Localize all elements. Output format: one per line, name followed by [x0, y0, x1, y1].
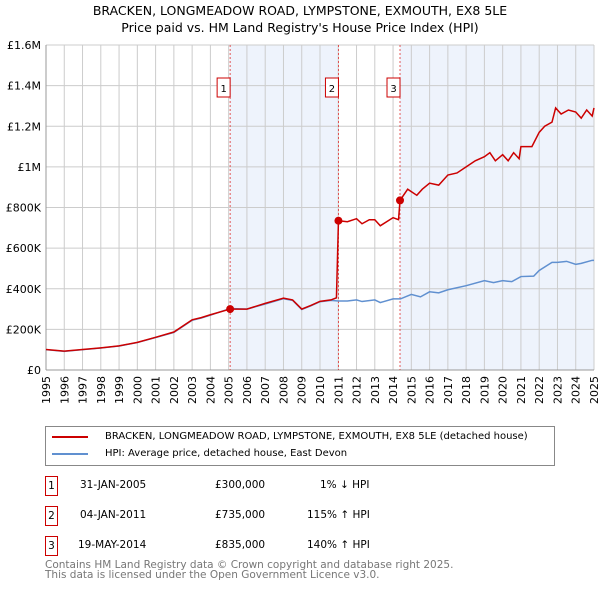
x-tick-label: 2009: [296, 376, 309, 404]
y-tick-label: £1.2M: [7, 120, 41, 133]
sale-date: 31-JAN-2005: [80, 479, 147, 491]
legend-hpi-swatch: [52, 452, 88, 455]
sale-marker-num: 1: [45, 476, 58, 496]
legend: BRACKEN, LONGMEADOW ROAD, LYMPSTONE, EXM…: [45, 426, 555, 466]
x-tick-label: 2025: [588, 376, 600, 404]
footer-licence: This data is licensed under the Open Gov…: [45, 569, 380, 581]
x-tick-label: 2005: [223, 376, 236, 404]
x-tick-label: 2017: [442, 376, 455, 404]
property-price-line: [45, 106, 595, 352]
x-tick-label: 2024: [570, 376, 583, 404]
sale-label: 3: [390, 84, 396, 95]
sale-row-2: 2 04-JAN-2011 £735,000 115% ↑ HPI: [45, 506, 445, 526]
sale-hpi: 1% ↓ HPI: [320, 479, 370, 491]
x-tick-label: 2008: [277, 376, 290, 404]
y-tick-label: £1.6M: [7, 39, 41, 52]
x-tick-label: 1996: [58, 376, 71, 404]
y-tick-label: £800K: [6, 202, 42, 215]
sale-label: 2: [329, 84, 335, 95]
sale-row-1: 1 31-JAN-2005 £300,000 1% ↓ HPI: [45, 476, 445, 496]
x-tick-label: 2012: [351, 376, 364, 404]
x-tick-label: 2000: [131, 376, 144, 404]
x-tick-label: 1999: [113, 376, 126, 404]
x-tick-label: 2011: [332, 376, 345, 404]
x-tick-label: 2019: [478, 376, 491, 404]
x-tick-label: 2022: [533, 376, 546, 404]
sale-date: 19-MAY-2014: [78, 539, 147, 551]
chart-subtitle: Price paid vs. HM Land Registry's House …: [121, 20, 479, 35]
sale-label-box: [216, 77, 231, 98]
y-tick-label: £200K: [6, 323, 42, 336]
chart-title: BRACKEN, LONGMEADOW ROAD, LYMPSTONE, EXM…: [92, 3, 508, 18]
footer-copyright: Contains HM Land Registry data © Crown c…: [45, 559, 454, 571]
sale-row-3: 3 19-MAY-2014 £835,000 140% ↑ HPI: [45, 536, 445, 556]
sale-point: [396, 196, 405, 205]
sale-price: £300,000: [215, 479, 266, 491]
footer: Contains HM Land Registry data © Crown c…: [45, 559, 454, 581]
x-tick-label: 2020: [497, 376, 510, 404]
plot-area: 1995 1996 1997 1998 1999 2000 2001 2002 2003 2004…: [6, 39, 600, 404]
sale-label-box: [324, 77, 339, 98]
x-tick-label: 2021: [515, 376, 528, 404]
x-tick-label: 1995: [40, 376, 53, 404]
x-tick-label: 1997: [77, 376, 90, 404]
x-tick-label: 2006: [241, 376, 254, 404]
x-tick-label: 2007: [259, 376, 272, 404]
x-tick-label: 2013: [369, 376, 382, 404]
y-tick-label: £1.4M: [7, 80, 41, 93]
x-tick-label: 2003: [186, 376, 199, 404]
sale-label-box: [386, 77, 401, 98]
y-tick-label: £0: [27, 364, 41, 377]
x-tick-label: 2023: [551, 376, 564, 404]
legend-property-swatch: [52, 435, 88, 438]
sale-hpi: 140% ↑ HPI: [307, 539, 370, 551]
sale-price: £735,000: [215, 509, 266, 521]
sale-label: 1: [220, 84, 226, 95]
sale-point: [334, 216, 343, 225]
sale-price: £835,000: [215, 539, 266, 551]
y-tick-label: £1M: [18, 161, 42, 174]
y-tick-label: £600K: [6, 242, 42, 255]
sale-marker-num: 2: [45, 506, 58, 526]
x-tick-label: 2015: [405, 376, 418, 404]
legend-hpi-label: HPI: Average price, detached house, East…: [105, 448, 348, 459]
x-tick-label: 2004: [204, 376, 217, 404]
x-tick-label: 1998: [95, 376, 108, 404]
y-tick-label: £400K: [6, 283, 42, 296]
sale-marker-num: 3: [45, 536, 58, 556]
sale-point: [226, 305, 235, 314]
x-tick-label: 2001: [150, 376, 163, 404]
sale-date: 04-JAN-2011: [80, 509, 147, 521]
sale-hpi: 115% ↑ HPI: [307, 509, 370, 521]
legend-property-label: BRACKEN, LONGMEADOW ROAD, LYMPSTONE, EXM…: [105, 431, 528, 442]
x-tick-label: 2018: [460, 376, 473, 404]
x-tick-label: 2014: [387, 376, 400, 404]
x-tick-label: 2016: [424, 376, 437, 404]
x-tick-label: 2010: [314, 376, 327, 404]
x-tick-label: 2002: [168, 376, 181, 404]
